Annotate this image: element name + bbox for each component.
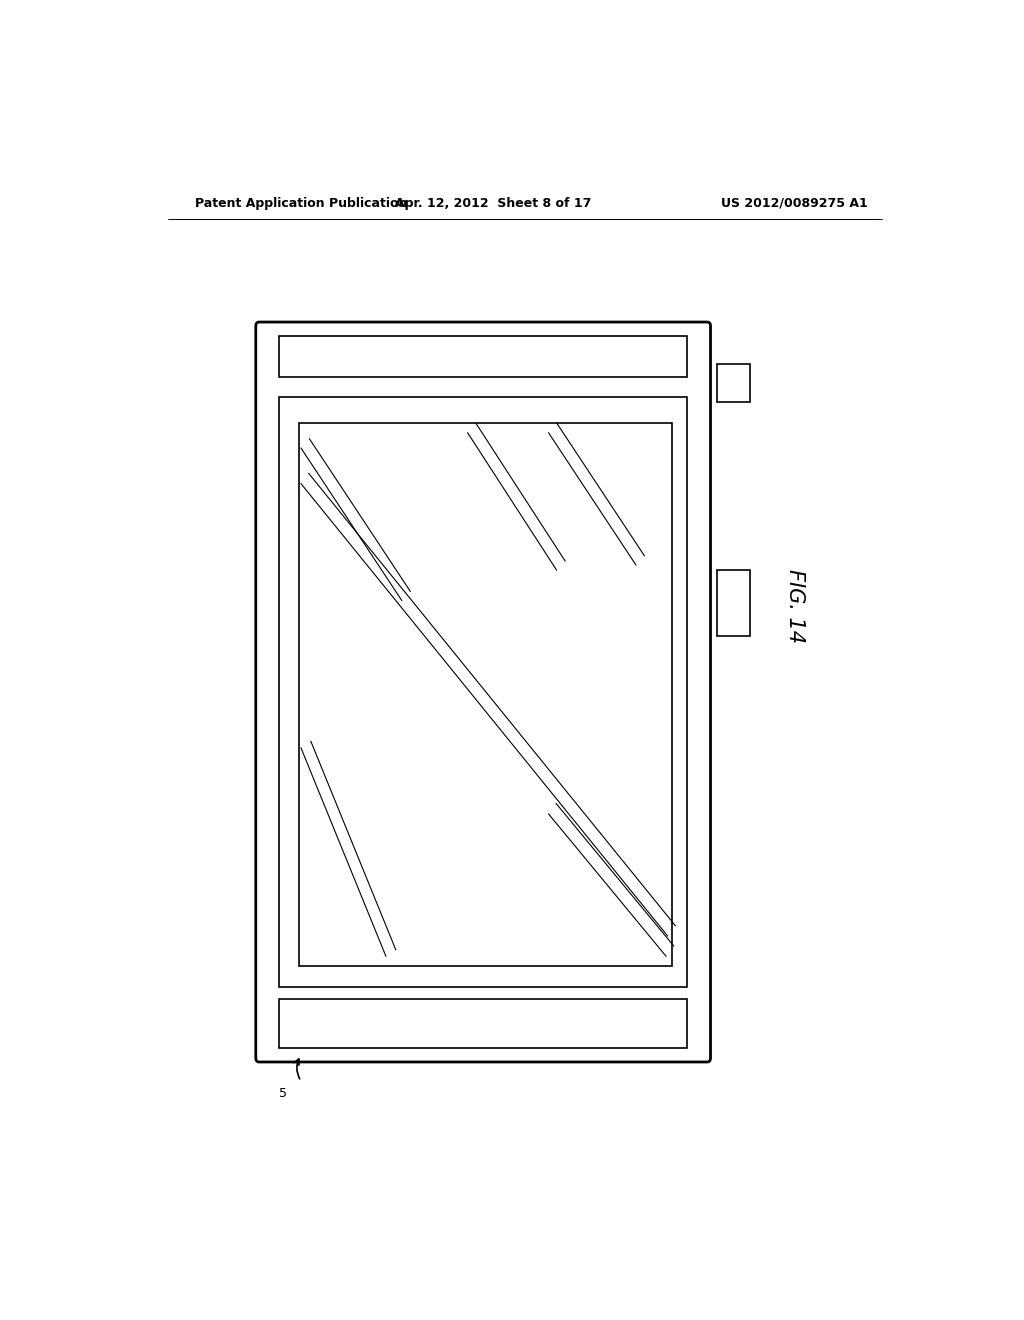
Bar xyxy=(279,397,687,987)
Bar xyxy=(279,999,687,1048)
Bar xyxy=(717,570,751,636)
Text: Apr. 12, 2012  Sheet 8 of 17: Apr. 12, 2012 Sheet 8 of 17 xyxy=(395,197,591,210)
FancyBboxPatch shape xyxy=(256,322,711,1063)
Text: US 2012/0089275 A1: US 2012/0089275 A1 xyxy=(721,197,868,210)
Bar xyxy=(279,337,687,378)
Text: Patent Application Publication: Patent Application Publication xyxy=(196,197,408,210)
Bar xyxy=(717,364,751,403)
Bar xyxy=(299,422,672,966)
Text: 5: 5 xyxy=(279,1088,287,1101)
Text: FIG. 14: FIG. 14 xyxy=(784,569,805,643)
